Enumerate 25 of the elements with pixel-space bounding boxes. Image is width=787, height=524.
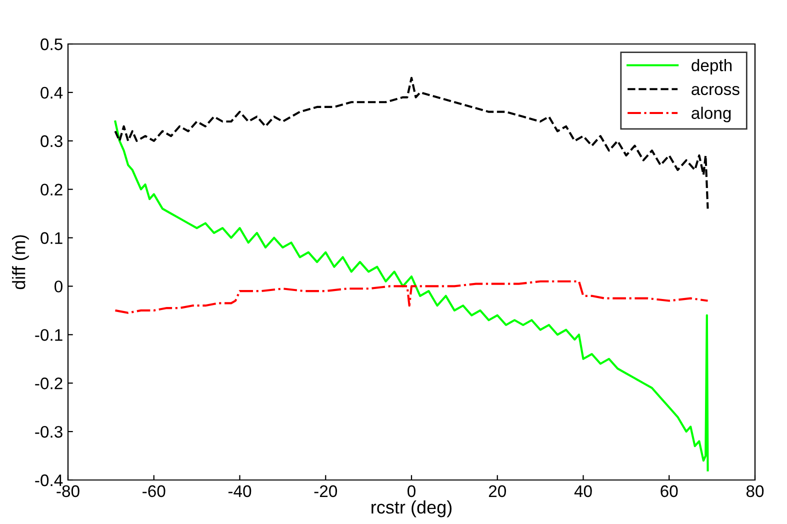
y-tick-label: 0.4 [40, 86, 63, 99]
y-tick-label: 0.5 [40, 38, 62, 50]
line-series [114, 280, 709, 314]
x-tick-label: -60 [142, 485, 166, 498]
x-tick-label: 20 [488, 485, 506, 498]
x-tick-label: -20 [314, 485, 338, 498]
x-tick-label: -80 [56, 485, 80, 498]
y-tick-label: -0.1 [35, 329, 62, 341]
x-tick-label: 0 [408, 485, 416, 498]
y-tick-label: 0.2 [40, 184, 62, 196]
y-tick-label: 0.3 [40, 135, 62, 148]
legend-label: along [692, 106, 731, 122]
y-tick-label: -0.4 [35, 474, 63, 486]
x-tick-label: 60 [660, 485, 678, 498]
y-axis-title: diff (m) [12, 235, 29, 290]
legend-label: across [692, 86, 740, 96]
x-tick-label: 80 [746, 485, 764, 498]
x-axis-title: rcstr (deg) [372, 500, 452, 518]
x-tick-label: -40 [228, 485, 252, 498]
y-tick-label: -0.3 [35, 426, 62, 438]
y-tick-label: 0.1 [40, 232, 62, 244]
y-tick-label: -0.2 [35, 378, 62, 390]
x-tick-label: 40 [574, 485, 592, 498]
legend-label: depth [692, 59, 732, 75]
y-tick-label: 0 [54, 280, 62, 292]
